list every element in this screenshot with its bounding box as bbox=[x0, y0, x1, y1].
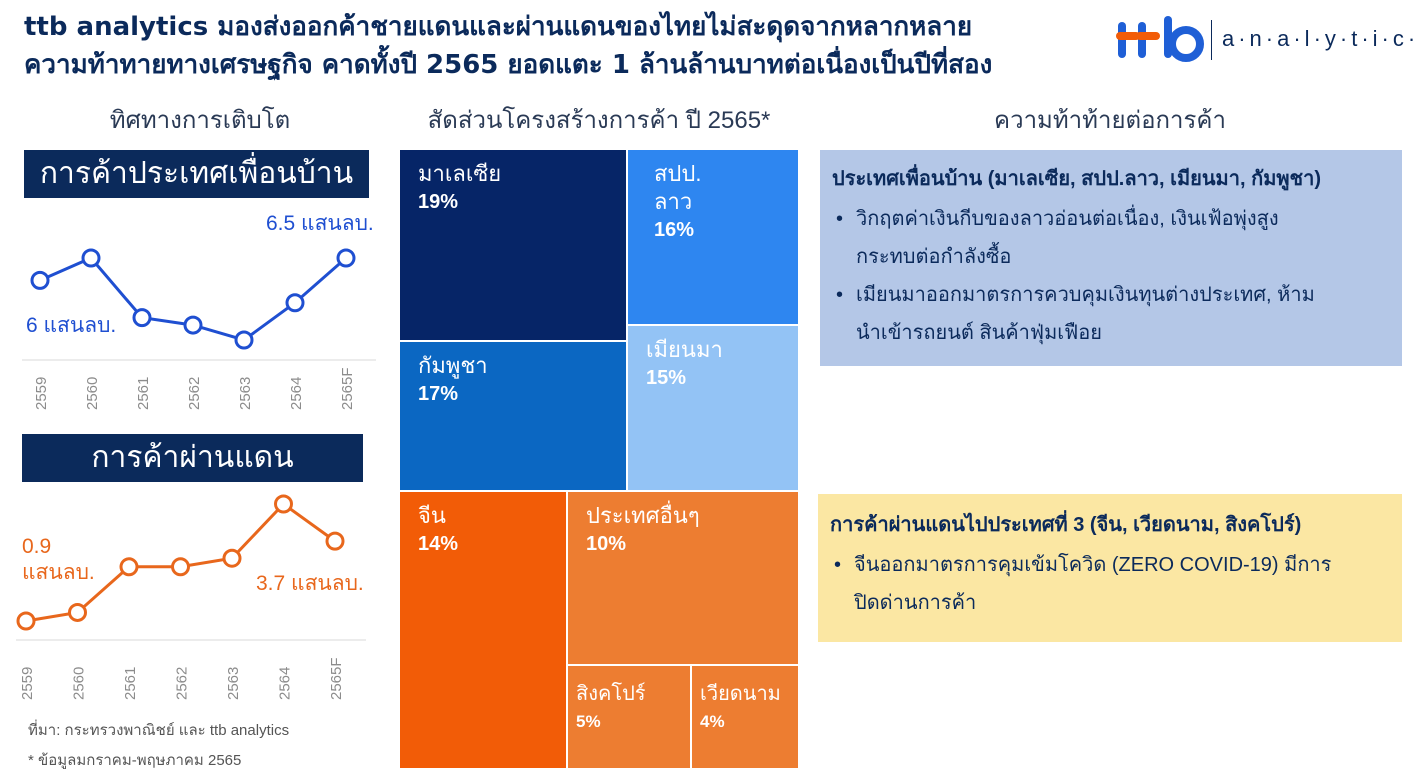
logo-separator bbox=[1211, 20, 1212, 60]
x-tick-label: 2563 bbox=[237, 377, 254, 410]
annotation-start: 6 แสนลบ. bbox=[26, 314, 116, 337]
treemap-tile-name: ประเทศอื่นๆ bbox=[586, 503, 700, 528]
treemap-tile: สปป. ลาว 16% bbox=[626, 148, 800, 326]
data-point bbox=[16, 611, 36, 631]
x-tick-label: 2564 bbox=[288, 377, 305, 410]
x-tick-label: 2560 bbox=[71, 667, 88, 700]
x-tick-label: 2559 bbox=[19, 667, 36, 700]
annotation-end: 6.5 แสนลบ. bbox=[266, 212, 374, 235]
treemap-tile-name: มาเลเซีย bbox=[418, 161, 502, 186]
treemap-tile-name: เมียนมา bbox=[646, 337, 723, 362]
treemap-tile: จีน 14% bbox=[398, 490, 568, 770]
x-tick-label: 2559 bbox=[33, 377, 50, 410]
data-point bbox=[171, 557, 190, 577]
treemap-tile-percent: 5% bbox=[576, 712, 601, 731]
data-point bbox=[325, 531, 345, 551]
page-title: ttb analytics มองส่งออกค้าชายแดนและผ่านแ… bbox=[24, 8, 1104, 84]
treemap-tile-name: เวียดนาม bbox=[700, 683, 781, 705]
source-footnote: ที่มา: กระทรวงพาณิชย์ และ ttb analytics bbox=[28, 722, 290, 739]
annotation-end: 3.7 แสนลบ. bbox=[256, 572, 364, 595]
section-challenges-heading: ความท้าท้ายต่อการค้า bbox=[994, 107, 1226, 134]
neighbor-challenge-bullet: วิกฤตค่าเงินกีบของลาวอ่อนต่อเนื่อง, เงิน… bbox=[832, 200, 1390, 276]
data-point bbox=[336, 248, 356, 268]
x-tick-label: 2565F bbox=[339, 367, 356, 410]
treemap-tile: กัมพูชา 17% bbox=[398, 340, 628, 492]
treemap-tile: ประเทศอื่นๆ 10% bbox=[566, 490, 800, 666]
x-tick-label: 2561 bbox=[135, 377, 152, 410]
data-point bbox=[183, 315, 203, 335]
transit-trade-banner: การค้าผ่านแดน bbox=[22, 434, 363, 482]
transit-challenge-heading: การค้าผ่านแดนไปประเทศที่ 3 (จีน, เวียดนา… bbox=[830, 514, 1302, 536]
section-growth-heading: ทิศทางการเติบโต bbox=[109, 107, 291, 134]
treemap-tile-percent: 16% bbox=[654, 219, 695, 241]
neighbor-challenge-heading: ประเทศเพื่อนบ้าน (มาเลเซีย, สปป.ลาว, เมี… bbox=[832, 168, 1322, 190]
ttb-logo-icon bbox=[1116, 16, 1204, 62]
treemap-tile-percent: 19% bbox=[418, 191, 459, 213]
treemap-tile-percent: 15% bbox=[646, 367, 687, 389]
data-point bbox=[234, 330, 254, 350]
logo-wordmark: a·n·a·l·y·t·i·c·s bbox=[1222, 26, 1413, 51]
treemap-tile: สิงคโปร์ 5% bbox=[566, 664, 692, 770]
data-point bbox=[285, 293, 305, 313]
treemap-tile-name: กัมพูชา bbox=[418, 353, 488, 378]
neighbor-challenge-box: ประเทศเพื่อนบ้าน (มาเลเซีย, สปป.ลาว, เมี… bbox=[820, 150, 1402, 366]
treemap-tile-percent: 4% bbox=[700, 712, 725, 731]
neighbor-challenge-bullet: เมียนมาออกมาตรการควบคุมเงินทุนต่างประเทศ… bbox=[832, 276, 1390, 352]
data-point bbox=[30, 270, 50, 290]
treemap-tile-percent: 14% bbox=[418, 533, 459, 555]
treemap-tile-name: สปป. ลาว bbox=[654, 161, 702, 214]
annotation-start: 0.9 แสนลบ. bbox=[22, 535, 95, 584]
data-point bbox=[274, 494, 293, 514]
treemap-tile: เวียดนาม 4% bbox=[690, 664, 800, 770]
title-line-2: ความท้าทายทางเศรษฐกิจ คาดทั้งปี 2565 ยอด… bbox=[24, 50, 993, 80]
treemap-tile: มาเลเซีย 19% bbox=[398, 148, 628, 342]
data-point bbox=[222, 548, 242, 568]
x-tick-label: 2564 bbox=[277, 667, 294, 700]
data-point bbox=[68, 602, 87, 622]
transit-challenge-bullet: จีนออกมาตรการคุมเข้มโควิด (ZERO COVID-19… bbox=[830, 546, 1390, 622]
line-charts: 2559 2560 2561 2562 2563 2564 2565F 6 แสนลบ. 6.5… bbox=[16, 212, 376, 700]
neighbor-trade-banner: การค้าประเทศเพื่อนบ้าน bbox=[24, 150, 369, 198]
x-tick-label: 2561 bbox=[122, 667, 139, 700]
title-line-1: ttb analytics มองส่งออกค้าชายแดนและผ่านแ… bbox=[24, 12, 973, 42]
transit-challenge-box: การค้าผ่านแดนไปประเทศที่ 3 (จีน, เวียดนา… bbox=[818, 494, 1402, 642]
treemap-tile-percent: 10% bbox=[586, 533, 627, 555]
x-tick-label: 2565F bbox=[328, 657, 345, 700]
data-period-footnote: * ข้อมูลมกราคม-พฤษภาคม 2565 bbox=[28, 752, 242, 769]
data-point bbox=[132, 308, 152, 328]
data-point bbox=[81, 248, 101, 268]
trade-structure-treemap: มาเลเซีย 19% สปป. ลาว 16% กัมพูชา 17% เมียนมา 1… bbox=[398, 148, 800, 770]
treemap-tile-name: จีน bbox=[418, 503, 446, 528]
section-structure-heading: สัดส่วนโครงสร้างการค้า ปี 2565* bbox=[427, 107, 771, 134]
x-tick-label: 2562 bbox=[174, 667, 191, 700]
treemap-tile: เมียนมา 15% bbox=[626, 324, 800, 492]
data-point bbox=[119, 557, 139, 577]
x-tick-label: 2560 bbox=[84, 377, 101, 410]
treemap-tile-name: สิงคโปร์ bbox=[576, 683, 646, 705]
treemap-tile-percent: 17% bbox=[418, 383, 459, 405]
x-tick-label: 2562 bbox=[186, 377, 203, 410]
x-tick-label: 2563 bbox=[225, 667, 242, 700]
